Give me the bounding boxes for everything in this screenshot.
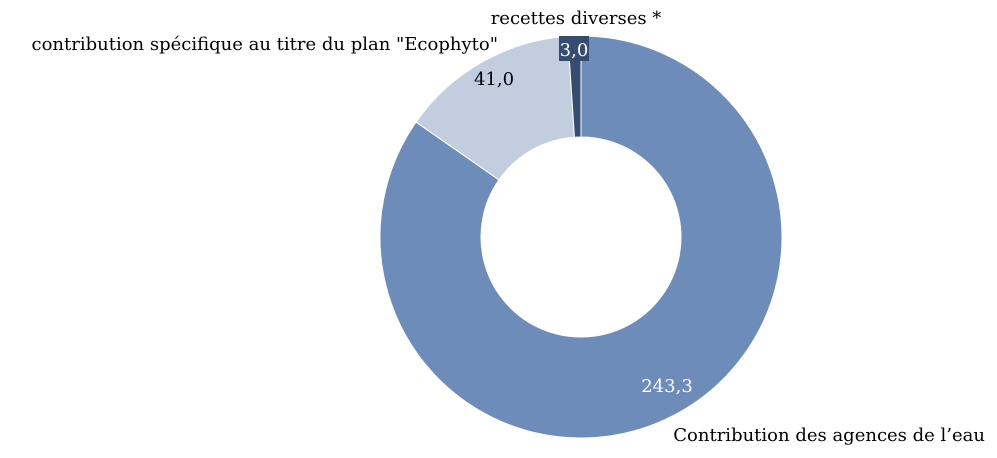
category-label-2: recettes diverses * (491, 8, 662, 29)
value-label-2: 3,0 (560, 40, 589, 61)
value-label-1: 41,0 (474, 69, 514, 90)
value-label-background (559, 36, 589, 61)
category-label-1: contribution spécifique au titre du plan… (32, 34, 499, 55)
slice-0 (379, 35, 783, 439)
value-label-0: 243,3 (641, 376, 693, 397)
category-label-0: Contribution des agences de l’eau (673, 425, 985, 446)
